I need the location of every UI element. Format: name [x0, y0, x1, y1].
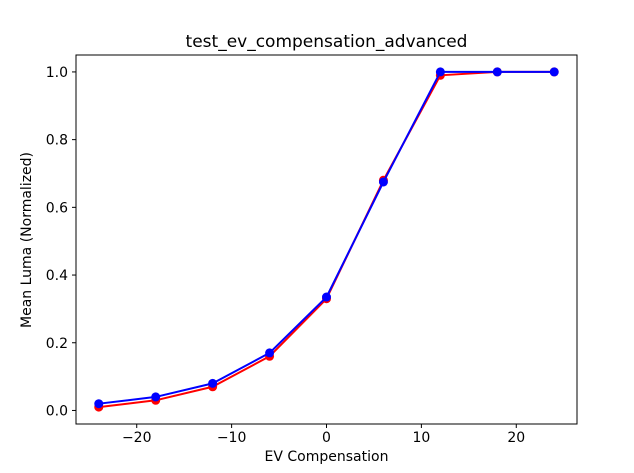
- marker-blue: [549, 67, 559, 77]
- marker-blue: [378, 177, 388, 187]
- series-plot: [94, 67, 559, 412]
- y-tick-label: 0.0: [46, 403, 68, 419]
- x-axis-label: EV Compensation: [265, 449, 389, 465]
- x-tick-label: 10: [412, 430, 430, 446]
- marker-blue: [94, 399, 104, 409]
- y-tick-label: 0.8: [46, 133, 68, 149]
- x-tick-label: −10: [217, 430, 247, 446]
- x-tick-label: −20: [122, 430, 152, 446]
- marker-blue: [208, 378, 218, 388]
- x-tick-label: 20: [507, 430, 525, 446]
- marker-blue: [151, 392, 161, 402]
- marker-blue: [492, 67, 502, 77]
- chart-title: test_ev_compensation_advanced: [186, 32, 468, 52]
- plot-border: [75, 54, 578, 425]
- marker-blue: [435, 67, 445, 77]
- y-tick-label: 0.6: [46, 200, 68, 216]
- y-tick-label: 0.2: [46, 336, 68, 352]
- y-tick-label: 1.0: [46, 65, 68, 81]
- x-tick-label: 0: [322, 430, 331, 446]
- axes: −20 −10 0 10 20 0.0 0.2 0.4 0.6 0.8 1.0: [46, 54, 578, 446]
- y-axis-label: Mean Luma (Normalized): [19, 152, 35, 328]
- marker-blue: [265, 348, 275, 358]
- y-tick-label: 0.4: [46, 268, 68, 284]
- marker-blue: [322, 292, 331, 302]
